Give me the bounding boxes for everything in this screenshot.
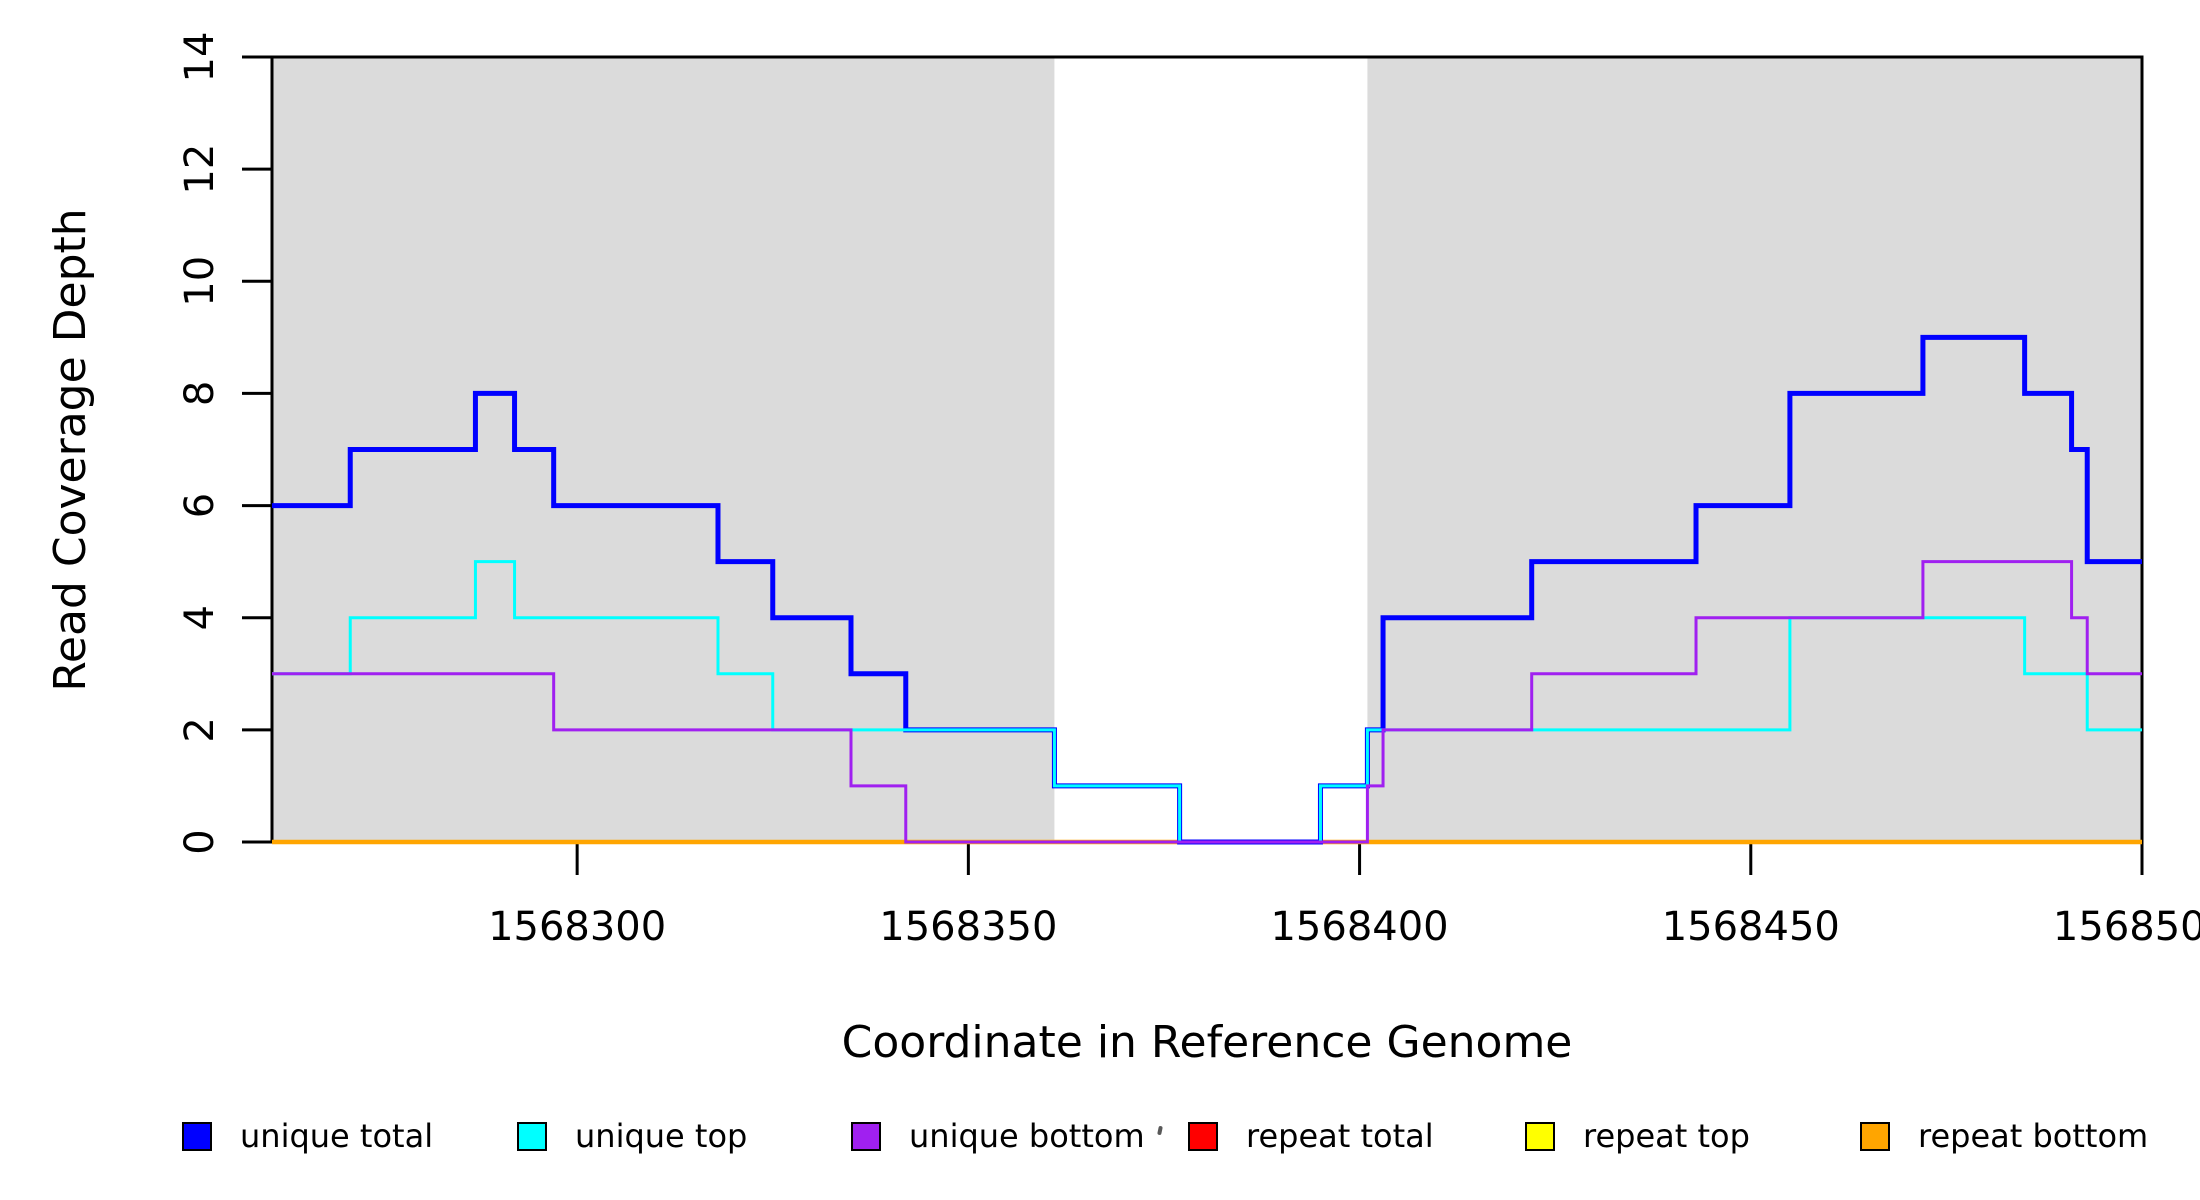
shaded-region bbox=[1367, 57, 2142, 842]
x-tick-label: 1568300 bbox=[488, 904, 666, 950]
y-tick-label: 10 bbox=[177, 256, 223, 307]
x-tick-label: 1568450 bbox=[1662, 904, 1840, 950]
y-axis-title: Read Coverage Depth bbox=[45, 208, 96, 691]
x-tick-label: 1568350 bbox=[879, 904, 1057, 950]
y-tick-label: 4 bbox=[177, 605, 223, 630]
y-tick-label: 6 bbox=[177, 493, 223, 518]
y-tick-label: 12 bbox=[177, 144, 223, 195]
y-tick-label: 14 bbox=[177, 32, 223, 83]
y-tick-label: 8 bbox=[177, 381, 223, 406]
chart-layer: 0 2 4 6 8 10 12 14 1568300 1568350 1568400 1568450 1… bbox=[177, 32, 2200, 950]
series-unique-top bbox=[272, 560, 2142, 844]
x-tick-label: 1568400 bbox=[1270, 904, 1448, 950]
series-unique-bottom bbox=[272, 560, 2142, 844]
x-tick-label: 1568500 bbox=[2053, 904, 2200, 950]
x-axis-title: Coordinate in Reference Genome bbox=[842, 1017, 1573, 1068]
y-tick-label: 2 bbox=[177, 717, 223, 742]
y-tick-label: 0 bbox=[177, 829, 223, 854]
